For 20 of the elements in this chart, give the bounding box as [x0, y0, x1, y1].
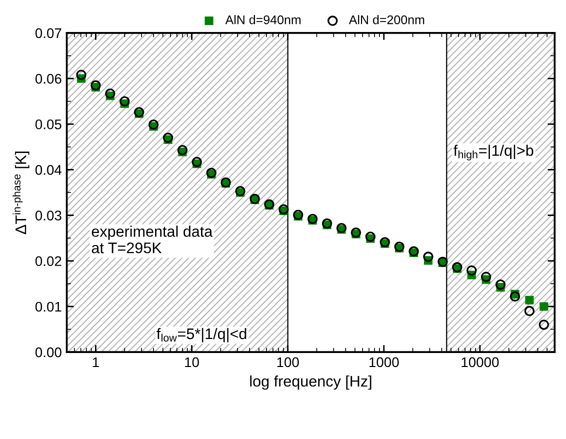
y-tick-label: 0.04 — [35, 165, 62, 175]
legend-label: AlN d=200nm — [348, 15, 424, 24]
y-axis-title: ΔT$^{in-phase}$ [K] — [12, 152, 30, 234]
x-tick-label: 10 — [185, 357, 199, 368]
x-tick-label: 100 — [277, 357, 299, 368]
x-tick-label: 1 — [92, 357, 99, 368]
y-tick-label: 0.07 — [35, 28, 62, 38]
y-tick-label: 0.05 — [35, 119, 62, 130]
legend-label: AlN d=940nm — [225, 15, 301, 24]
y-tick-label: 0.01 — [35, 302, 62, 312]
y-tick-label: 0.00 — [35, 347, 62, 358]
annotation: f$_{low}$=5*|1/q|<d — [156, 328, 246, 342]
annotation: experimental data at T=295K — [92, 226, 213, 254]
x-tick-label: 10000 — [462, 357, 499, 368]
x-tick-label: 1000 — [369, 357, 399, 368]
y-tick-label: 0.03 — [35, 210, 62, 220]
x-axis-title: log frequency [Hz] — [250, 375, 372, 390]
y-tick-label: 0.06 — [35, 74, 62, 84]
annotation: f$_{high}$=|1/q|>b — [454, 144, 534, 160]
y-tick-label: 0.02 — [35, 256, 62, 266]
